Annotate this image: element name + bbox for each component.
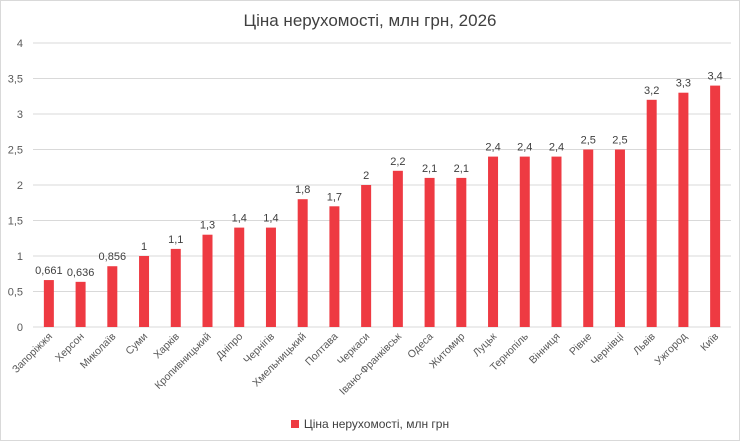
data-label: 2 — [363, 170, 369, 182]
bar — [710, 85, 721, 327]
bar — [139, 256, 150, 327]
y-tick-label: 0 — [17, 322, 23, 334]
bar — [75, 281, 86, 327]
data-label: 1,8 — [295, 184, 310, 196]
x-tick-label: Полтава — [303, 331, 341, 369]
bar — [551, 156, 562, 327]
chart-title: Ціна нерухомості, млн грн, 2026 — [243, 11, 497, 30]
bar — [488, 156, 499, 327]
x-tick-label: Харків — [151, 330, 182, 361]
data-label: 2,4 — [549, 142, 564, 154]
bar — [361, 185, 372, 327]
legend-label: Ціна нерухомості, млн грн — [303, 416, 450, 431]
bar — [329, 206, 340, 327]
bar — [43, 280, 54, 327]
data-label: 0,636 — [67, 267, 95, 279]
x-tick-label: Луцьк — [471, 330, 500, 359]
data-label: 1,7 — [327, 191, 342, 203]
data-label: 1,1 — [168, 234, 183, 246]
data-label: 1 — [141, 241, 147, 253]
bar — [678, 92, 689, 327]
y-tick-label: 0,5 — [8, 287, 23, 299]
data-label: 2,2 — [390, 156, 405, 168]
y-tick-label: 2,5 — [8, 145, 23, 157]
data-label: 2,1 — [454, 163, 469, 175]
x-tick-label: Чернівці — [589, 331, 626, 368]
data-label: 0,856 — [99, 251, 127, 263]
x-tick-label: Ужгород — [653, 331, 690, 368]
data-label: 1,4 — [232, 213, 247, 225]
x-tick-label: Рівне — [567, 331, 594, 358]
bar — [392, 170, 403, 327]
data-label: 2,5 — [581, 135, 596, 147]
y-tick-label: 1,5 — [8, 216, 23, 228]
x-tick-label: Житомир — [427, 331, 467, 371]
bar — [614, 149, 625, 327]
data-label: 2,1 — [422, 163, 437, 175]
bar — [519, 156, 530, 327]
bar — [456, 177, 467, 327]
y-tick-label: 3 — [17, 109, 23, 121]
bar — [424, 177, 435, 327]
legend-swatch — [290, 419, 299, 428]
data-label: 1,3 — [200, 220, 215, 232]
bar — [170, 248, 181, 327]
x-tick-label: Київ — [698, 330, 721, 353]
bar — [583, 149, 594, 327]
data-label: 2,5 — [612, 135, 627, 147]
data-label: 2,4 — [485, 142, 500, 154]
bar — [265, 227, 276, 327]
x-tick-label: Львів — [631, 330, 658, 357]
bar — [234, 227, 245, 327]
y-tick-label: 2 — [17, 180, 23, 192]
data-label: 1,4 — [263, 213, 278, 225]
y-tick-label: 3,5 — [8, 74, 23, 86]
x-tick-label: Суми — [123, 331, 150, 358]
x-tick-label: Кропивницький — [153, 331, 214, 392]
bar — [646, 99, 657, 327]
bar — [202, 234, 213, 327]
data-label: 3,2 — [644, 85, 659, 97]
data-label: 3,4 — [707, 71, 722, 83]
legend: Ціна нерухомості, млн грн — [1, 416, 739, 431]
data-label: 3,3 — [676, 78, 691, 90]
y-tick-label: 4 — [17, 38, 23, 50]
data-label: 0,661 — [35, 265, 63, 277]
x-tick-label: Одеса — [405, 331, 436, 362]
bar — [107, 266, 118, 327]
y-tick-label: 1 — [17, 251, 23, 263]
data-label: 2,4 — [517, 142, 532, 154]
x-tick-label: Вінниця — [527, 331, 563, 367]
bar — [297, 199, 308, 327]
x-tick-label: Запоріжжя — [10, 331, 55, 376]
